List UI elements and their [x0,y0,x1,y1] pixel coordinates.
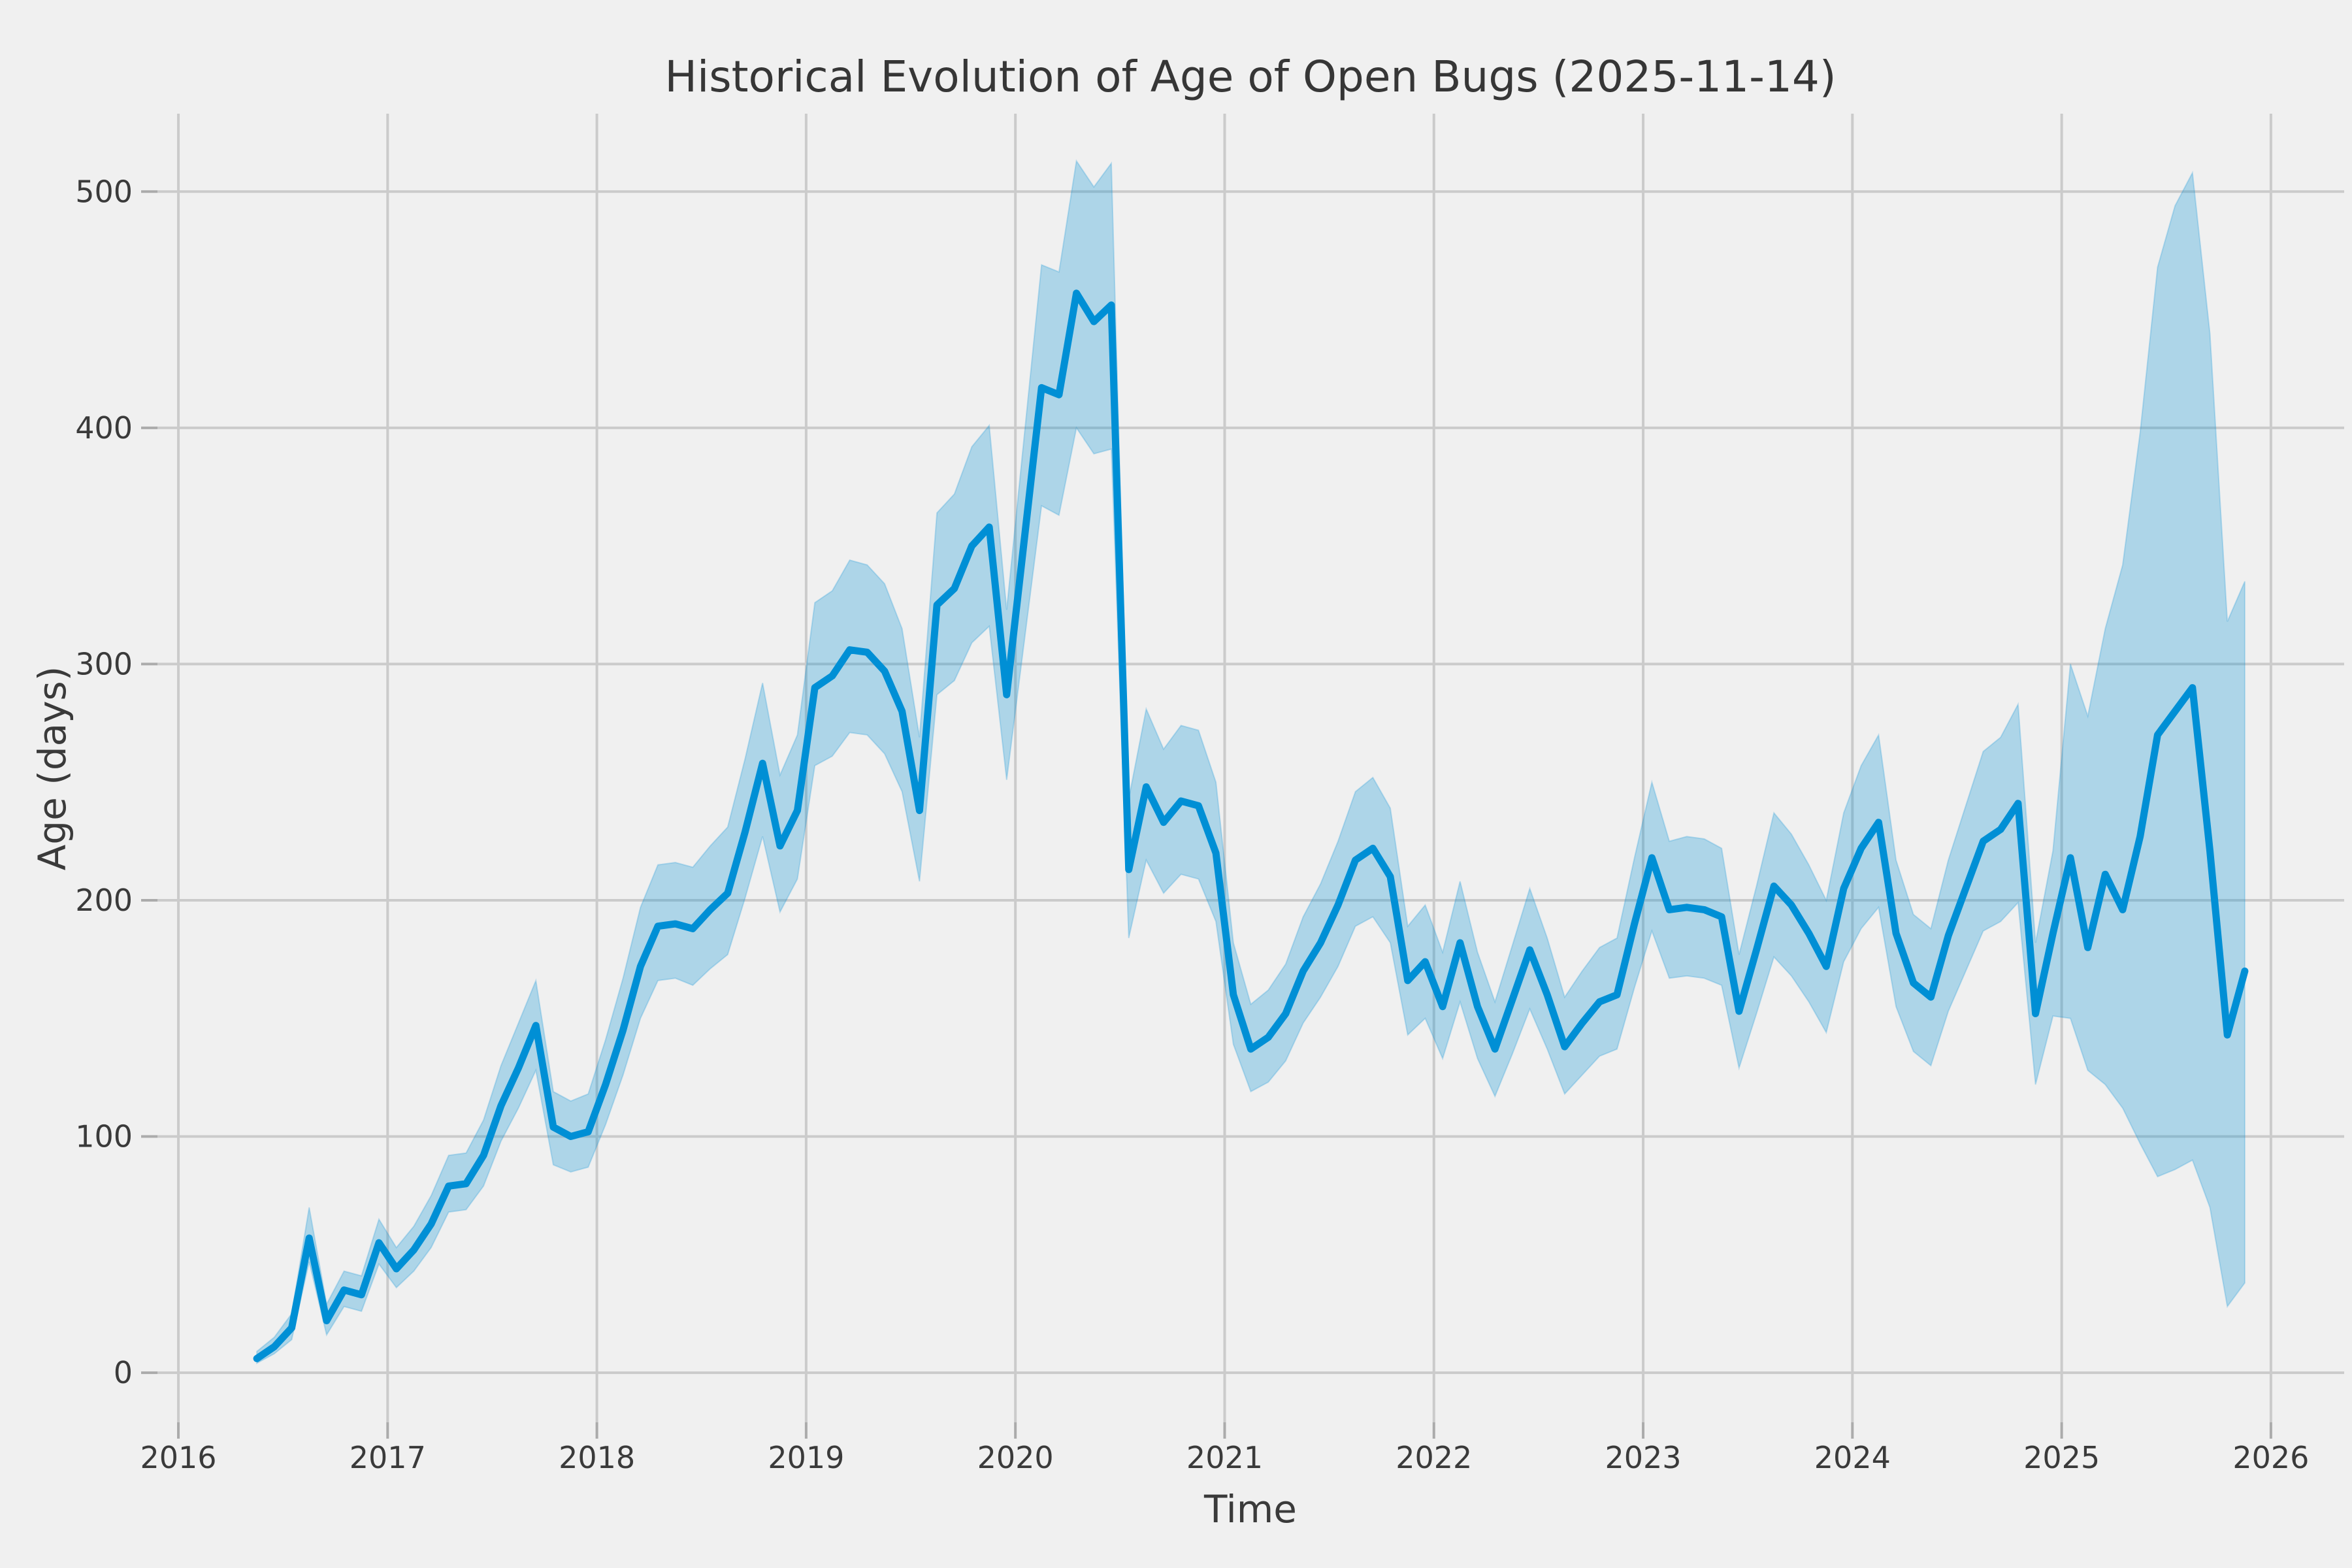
y-tick-label: 300 [75,646,133,681]
mean-age-line [253,289,2249,1362]
x-tick-label: 2023 [1605,1440,1681,1475]
x-tick-label: 2025 [2023,1440,2100,1475]
x-tick-label: 2017 [350,1440,426,1475]
axis-tick-labels: 2016 2017 2018 2019 2020 2021 2022 2023 2024 2025… [75,174,2309,1475]
x-tick-label: 2018 [559,1440,635,1475]
uncertainty-band-area [256,159,2246,1365]
y-tick-label: 100 [75,1119,133,1154]
chart-title: Historical Evolution of Age of Open Bugs… [664,52,1836,102]
y-tick-label: 0 [114,1355,133,1390]
confidence-band [256,159,2246,1365]
x-tick-label: 2022 [1396,1440,1472,1475]
x-tick-label: 2019 [768,1440,844,1475]
mean-line [253,289,2249,1362]
axis-tick-marks [141,190,2272,1439]
x-tick-label: 2026 [2232,1440,2309,1475]
x-tick-label: 2020 [977,1440,1054,1475]
x-tick-label: 2024 [1814,1440,1891,1475]
x-tick-label: 2016 [140,1440,216,1475]
y-axis-label: Age (days) [30,666,74,871]
x-axis-label: Time [1203,1487,1297,1531]
y-tick-label: 200 [75,883,133,918]
y-tick-label: 500 [75,174,133,209]
gridlines [157,114,2344,1422]
x-tick-label: 2021 [1186,1440,1263,1475]
plot-area [157,114,2344,1422]
y-tick-label: 400 [75,410,133,446]
